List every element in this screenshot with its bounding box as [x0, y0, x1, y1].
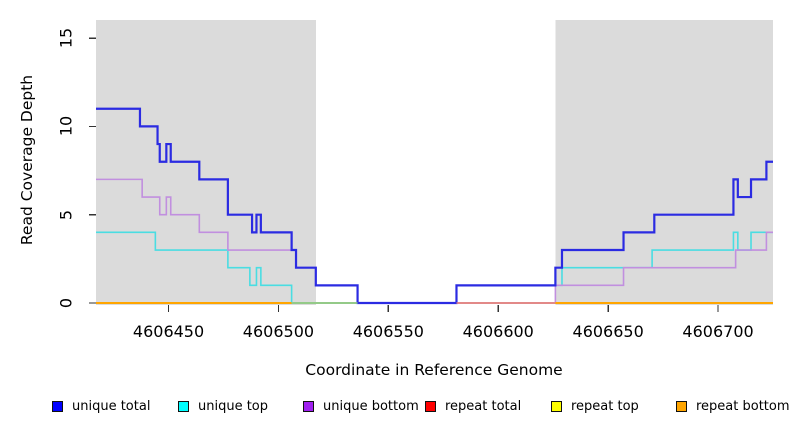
legend: unique total unique top unique bottom repea… — [0, 397, 792, 427]
legend-item-unique-top: unique top — [178, 397, 268, 415]
legend-swatch-icon — [676, 400, 687, 412]
legend-label: repeat total — [445, 398, 522, 414]
y-axis-title: Read Coverage Depth — [18, 74, 36, 246]
legend-label: repeat bottom — [696, 398, 790, 414]
x-tick-label: 4606600 — [462, 322, 534, 341]
y-tick-label: 15 — [56, 27, 76, 49]
y-tick-label: 5 — [56, 209, 76, 220]
legend-item-repeat-bottom: repeat bottom — [676, 397, 790, 415]
right-shaded-region — [555, 20, 773, 305]
legend-label: unique total — [72, 398, 151, 414]
plot-canvas — [89, 20, 773, 312]
legend-swatch-icon — [551, 400, 562, 412]
x-tick-label: 4606500 — [242, 322, 315, 341]
legend-label: unique top — [198, 398, 269, 414]
legend-swatch-icon — [425, 400, 436, 412]
left-shaded-region — [96, 20, 316, 305]
y-tick-label: 10 — [56, 116, 76, 137]
legend-swatch-icon — [303, 400, 314, 412]
x-tick-label: 4606650 — [572, 322, 644, 341]
legend-item-repeat-top: repeat top — [551, 397, 639, 415]
legend-label: repeat top — [571, 398, 639, 414]
y-tick-label: 0 — [56, 297, 76, 309]
x-tick-label: 4606700 — [682, 322, 754, 341]
x-tick-label: 4606550 — [352, 322, 424, 341]
legend-swatch-icon — [52, 400, 63, 412]
legend-swatch-icon — [178, 400, 189, 412]
x-tick-label: 4606450 — [132, 322, 205, 341]
x-axis-title: Coordinate in Reference Genome — [305, 361, 563, 379]
legend-item-unique-total: unique total — [52, 397, 150, 415]
legend-label: unique bottom — [323, 398, 419, 414]
legend-item-unique-bottom: unique bottom — [303, 397, 419, 415]
legend-item-repeat-total: repeat total — [425, 397, 521, 415]
series-line-unique-total — [96, 107, 773, 305]
